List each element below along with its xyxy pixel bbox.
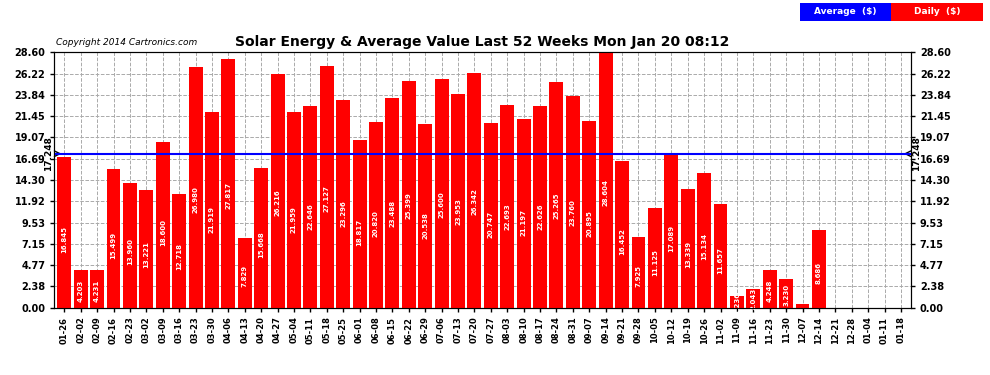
Text: 23.488: 23.488 [389, 200, 395, 227]
Bar [549, 82, 563, 308]
Bar [254, 168, 268, 308]
Text: Copyright 2014 Cartronics.com: Copyright 2014 Cartronics.com [56, 38, 198, 47]
Text: 20.820: 20.820 [373, 210, 379, 237]
Text: 15.668: 15.668 [258, 231, 264, 258]
Bar [90, 270, 104, 308]
Text: 1.236: 1.236 [734, 291, 740, 314]
Bar [730, 297, 743, 307]
Bar [352, 140, 366, 308]
Title: Solar Energy & Average Value Last 52 Weeks Mon Jan 20 08:12: Solar Energy & Average Value Last 52 Wee… [236, 34, 730, 48]
Text: 25.600: 25.600 [439, 191, 445, 218]
Bar [155, 142, 169, 308]
Text: 21.197: 21.197 [521, 209, 527, 236]
Text: 23.296: 23.296 [341, 201, 346, 227]
Text: 16.452: 16.452 [619, 228, 625, 255]
Text: 25.265: 25.265 [553, 193, 559, 219]
Text: 22.646: 22.646 [307, 203, 314, 230]
Bar [337, 100, 350, 308]
Bar [714, 204, 728, 308]
Bar [664, 155, 678, 308]
Bar [402, 81, 416, 308]
Text: 11.125: 11.125 [651, 249, 658, 276]
Bar [188, 67, 203, 308]
Bar [500, 105, 514, 308]
Text: 4.248: 4.248 [766, 279, 773, 302]
Text: 16.845: 16.845 [61, 226, 67, 254]
Bar [796, 304, 810, 307]
Text: 7.829: 7.829 [242, 265, 248, 287]
Bar [222, 60, 236, 308]
Text: 22.693: 22.693 [504, 203, 510, 230]
Text: 27.817: 27.817 [226, 182, 232, 209]
Bar [533, 106, 547, 308]
Bar [484, 123, 498, 308]
Text: 2.043: 2.043 [750, 288, 756, 310]
Text: 27.127: 27.127 [324, 185, 330, 212]
Text: 26.342: 26.342 [471, 188, 477, 215]
Text: Daily  ($): Daily ($) [914, 7, 960, 16]
Bar [172, 194, 186, 308]
Text: 26.216: 26.216 [274, 189, 280, 216]
Text: 13.339: 13.339 [685, 240, 691, 267]
Text: 17.248: 17.248 [44, 136, 52, 171]
Text: 17.089: 17.089 [668, 225, 674, 252]
Bar [681, 189, 695, 308]
Bar [435, 79, 448, 308]
Bar [238, 238, 251, 308]
Bar [697, 172, 711, 308]
Text: 11.657: 11.657 [718, 247, 724, 274]
Text: 23.760: 23.760 [570, 199, 576, 226]
Text: 17.248: 17.248 [913, 136, 922, 171]
Bar [140, 190, 153, 308]
Text: 13.960: 13.960 [127, 238, 133, 265]
Bar [107, 169, 121, 308]
Bar [599, 53, 613, 308]
Bar [582, 121, 596, 308]
Text: 25.399: 25.399 [406, 192, 412, 219]
Bar [779, 279, 793, 308]
Text: 20.747: 20.747 [488, 211, 494, 238]
Bar [566, 96, 580, 308]
Bar [451, 94, 465, 308]
Bar [615, 161, 629, 308]
Text: 4.231: 4.231 [94, 279, 100, 302]
Bar [647, 208, 662, 308]
Bar [385, 98, 399, 308]
Text: 15.134: 15.134 [701, 233, 707, 260]
Bar [287, 112, 301, 308]
Text: 21.919: 21.919 [209, 206, 215, 233]
Text: 12.718: 12.718 [176, 243, 182, 270]
Text: 28.604: 28.604 [603, 179, 609, 206]
Text: 3.230: 3.230 [783, 284, 789, 306]
Bar [320, 66, 334, 308]
Bar [369, 122, 383, 308]
Bar [812, 230, 826, 308]
Bar [467, 73, 481, 308]
Text: 15.499: 15.499 [111, 232, 117, 259]
Text: 8.686: 8.686 [816, 262, 822, 284]
Bar [517, 118, 531, 308]
Bar [762, 270, 777, 308]
Text: 7.925: 7.925 [636, 265, 642, 287]
Text: 20.895: 20.895 [586, 210, 592, 237]
Text: 18.600: 18.600 [159, 219, 165, 246]
Bar [57, 157, 71, 308]
Text: 22.626: 22.626 [537, 204, 544, 230]
Bar [205, 112, 219, 308]
Text: 23.953: 23.953 [455, 198, 461, 225]
Text: 18.817: 18.817 [356, 219, 362, 246]
Text: Average  ($): Average ($) [815, 7, 877, 16]
Text: 20.538: 20.538 [422, 211, 429, 238]
Text: 21.959: 21.959 [291, 206, 297, 233]
Text: 26.980: 26.980 [192, 186, 199, 213]
Bar [123, 183, 137, 308]
Bar [418, 124, 433, 308]
Bar [746, 289, 760, 308]
Bar [270, 74, 284, 308]
Text: 13.221: 13.221 [144, 241, 149, 268]
Bar [73, 270, 88, 308]
Text: 4.203: 4.203 [77, 279, 84, 302]
Bar [303, 106, 318, 308]
Bar [632, 237, 645, 308]
